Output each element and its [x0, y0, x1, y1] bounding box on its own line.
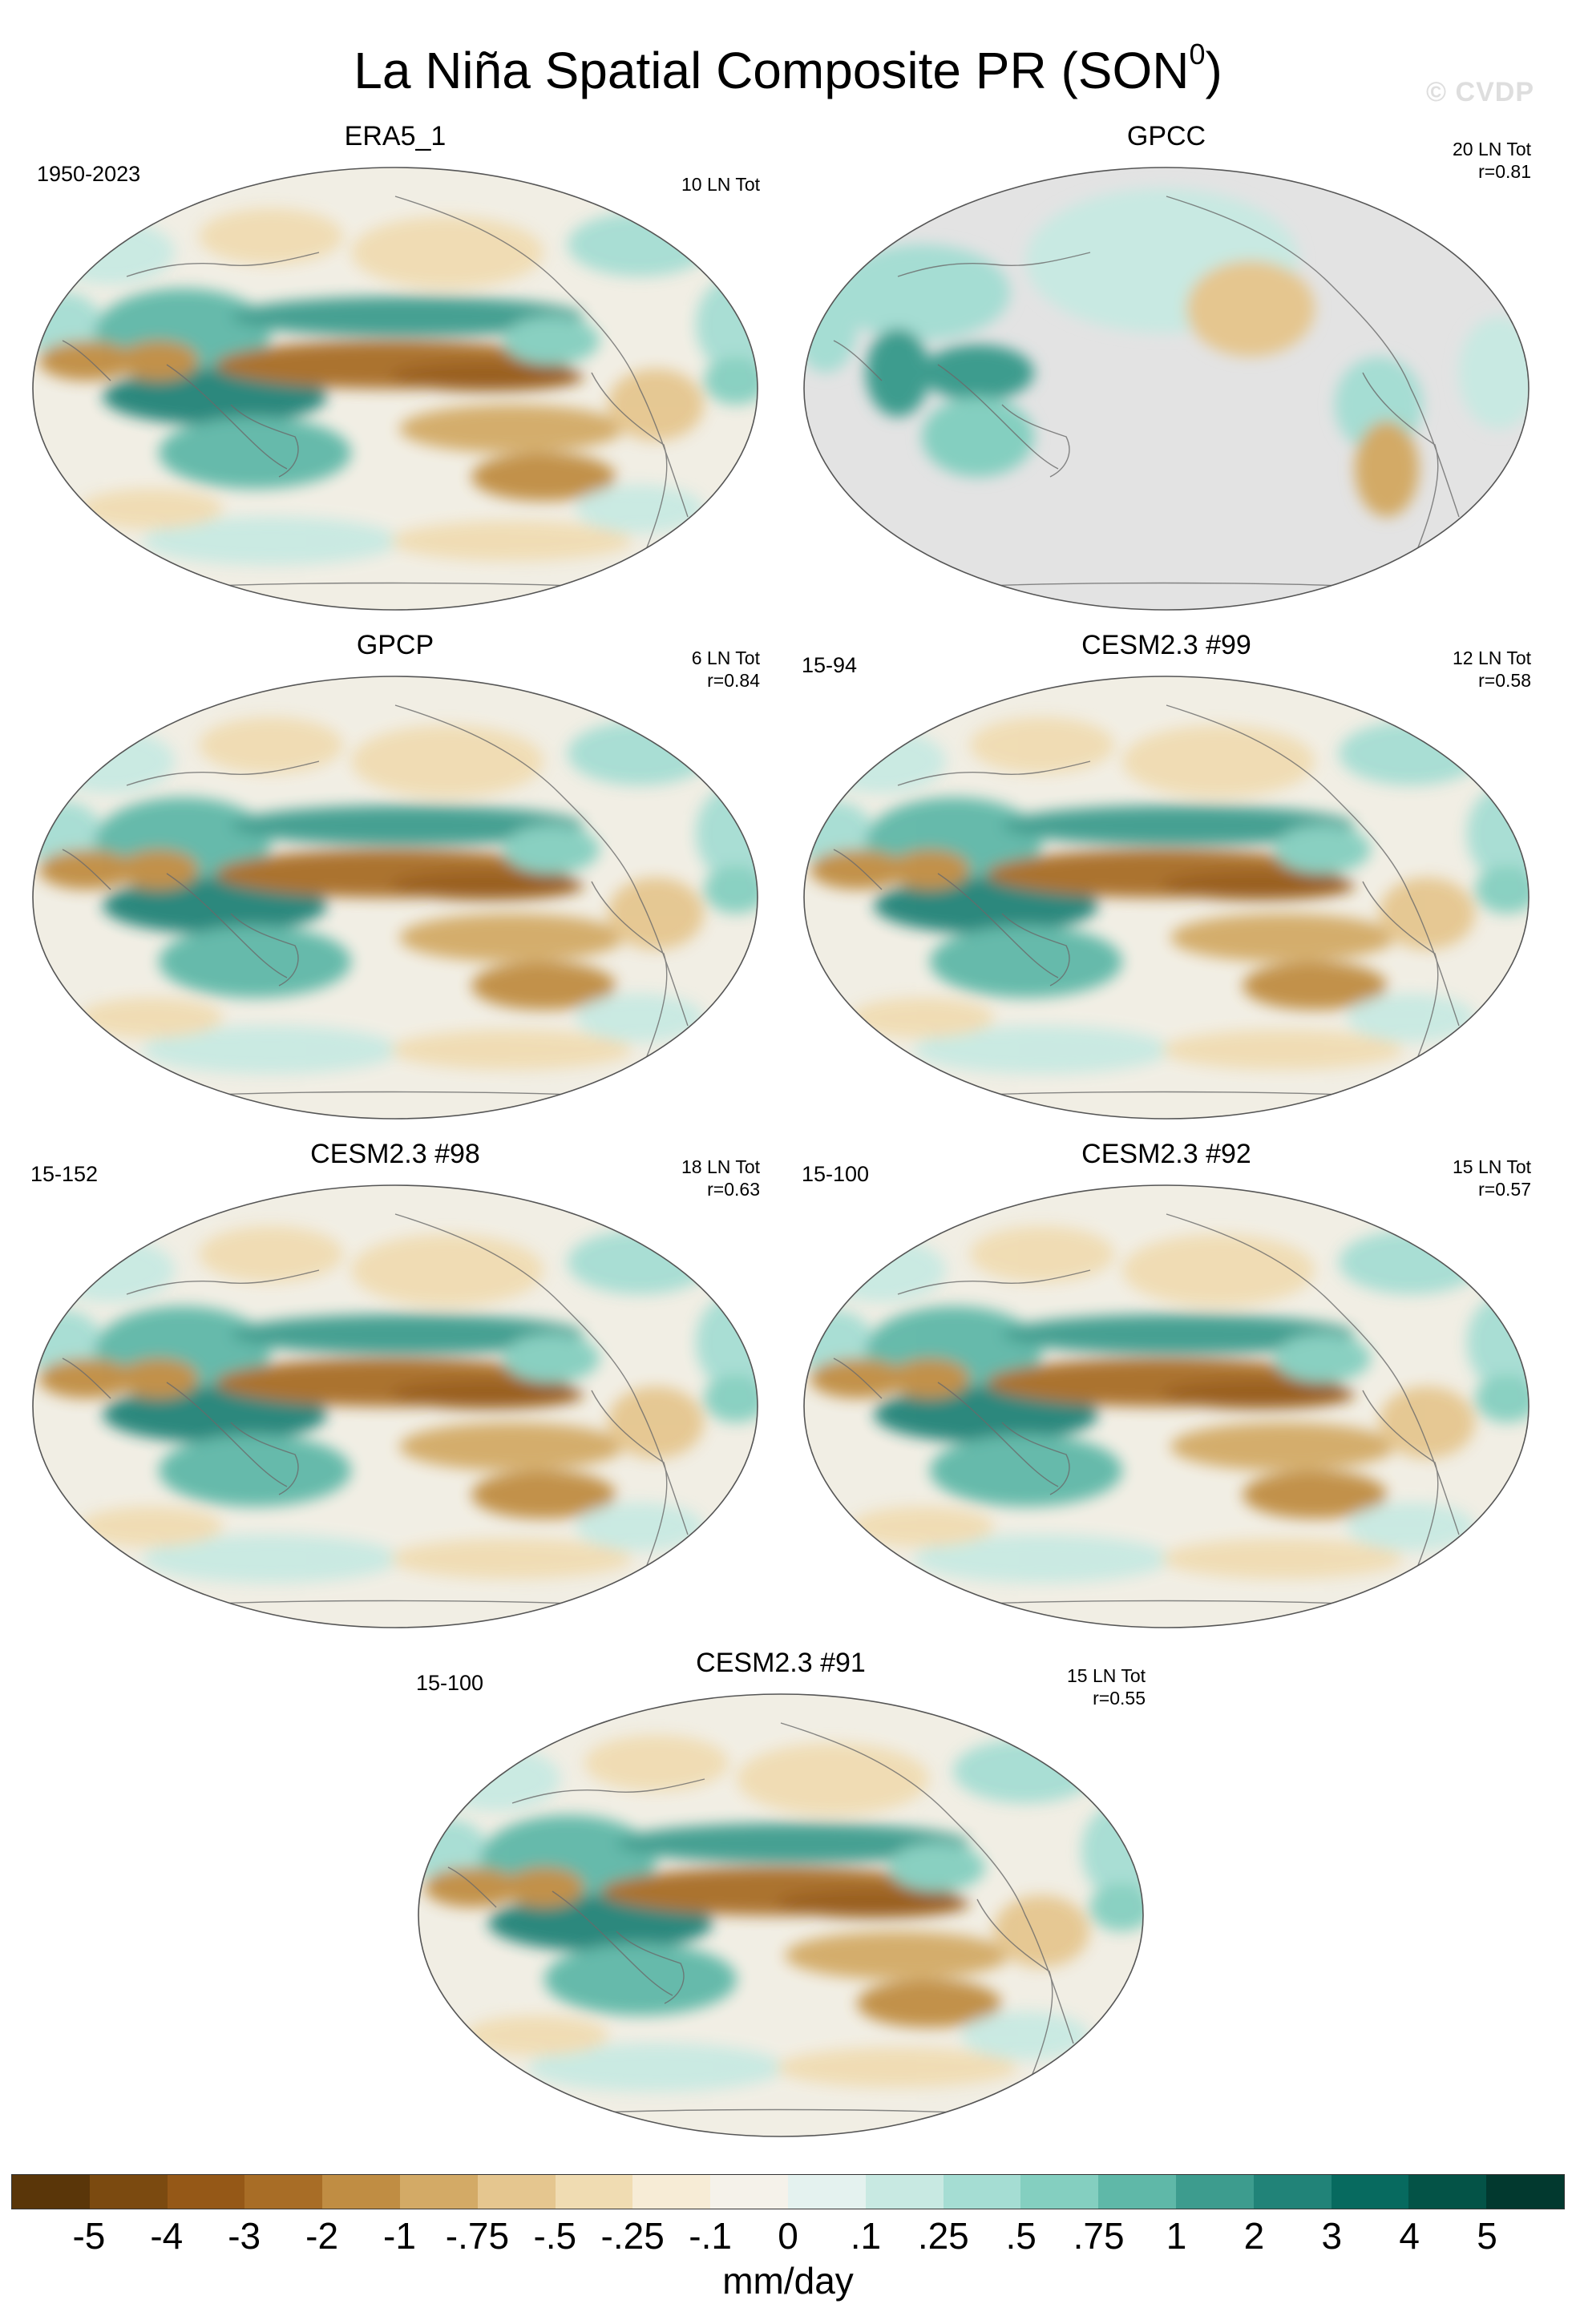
panel-stats: 15 LN Tot r=0.55	[1025, 1664, 1146, 1709]
event-count: 6 LN Tot	[691, 648, 760, 668]
event-count: 20 LN Tot	[1452, 139, 1531, 159]
panel-period: 15-152	[30, 1162, 99, 1186]
colorbar-swatch	[1175, 2175, 1254, 2209]
colorbar-swatch	[555, 2175, 633, 2209]
colorbar-swatch	[1408, 2175, 1487, 2209]
event-count: 10 LN Tot	[681, 174, 760, 195]
colorbar-tick-label: 4	[1399, 2215, 1420, 2257]
figure-title: La Niña Spatial Composite PR (SON0)	[354, 38, 1222, 99]
panel-title: GPCP	[356, 630, 434, 660]
precip-anomaly-map	[32, 1184, 758, 1628]
pattern-correlation: r=0.81	[1478, 161, 1531, 182]
colorbar-units: mm/day	[722, 2260, 854, 2302]
colorbar-tick-label: -.5	[533, 2215, 577, 2257]
precip-anomaly-map	[803, 676, 1530, 1120]
colorbar-swatch	[1253, 2175, 1332, 2209]
colorbar-swatch	[1486, 2175, 1564, 2209]
colorbar-swatch	[1020, 2175, 1099, 2209]
map-panel: CESM2.3 #99 15-94 12 LN Tot r=0.58	[802, 629, 1531, 1126]
precip-anomaly-map	[418, 1693, 1144, 2137]
panel-period: 15-94	[802, 653, 858, 677]
colorbar-swatch	[1098, 2175, 1176, 2209]
colorbar-swatch	[167, 2175, 245, 2209]
panel-title: GPCC	[1126, 121, 1206, 151]
colorbar-swatch	[865, 2175, 944, 2209]
colorbar-swatch	[244, 2175, 323, 2209]
colorbar-tick-label: -.25	[600, 2215, 665, 2257]
map-panel: ERA5_1 1950-2023 10 LN Tot	[30, 120, 760, 617]
colorbar-tick-label: 2	[1243, 2215, 1265, 2257]
panel-title: CESM2.3 #99	[1081, 630, 1251, 660]
panel-stats: 12 LN Tot r=0.58	[1411, 647, 1531, 692]
colorbar-swatch	[710, 2175, 788, 2209]
colorbar-tick-label: -4	[150, 2215, 184, 2257]
colorbar-tick-label: .75	[1073, 2215, 1125, 2257]
colorbar-tick-label: .25	[917, 2215, 969, 2257]
colorbar-swatch	[943, 2175, 1021, 2209]
panel-title: CESM2.3 #98	[310, 1139, 480, 1169]
colorbar-tick-label: .5	[1005, 2215, 1037, 2257]
precip-anomaly-map	[32, 167, 758, 611]
panel-period: 15-100	[802, 1162, 870, 1186]
colorbar-tick-label: 3	[1321, 2215, 1343, 2257]
panel-title: ERA5_1	[344, 121, 447, 151]
colorbar-swatch	[1331, 2175, 1409, 2209]
panel-period: 1950-2023	[37, 162, 141, 186]
colorbar-ticks: -5 -4 -3 -2 -1 -.75 -.5 -.25 -.1 0 .1 .25 .5 .75 1 2 3 4 5	[11, 2212, 1565, 2260]
panel-stats: 6 LN Tot r=0.84	[640, 647, 760, 692]
colorbar-tick-label: -.1	[689, 2215, 732, 2257]
watermark: © CVDP	[1426, 77, 1534, 107]
pattern-correlation: r=0.57	[1478, 1179, 1531, 1200]
pattern-correlation: r=0.84	[707, 670, 760, 691]
pattern-correlation: r=0.63	[707, 1179, 760, 1200]
colorbar	[11, 2174, 1565, 2209]
panel-stats: 10 LN Tot	[640, 173, 760, 196]
panel-stats: 18 LN Tot r=0.63	[640, 1156, 760, 1200]
panel-title: CESM2.3 #92	[1081, 1139, 1251, 1169]
colorbar-tick-label: -2	[305, 2215, 339, 2257]
colorbar-tick-label: 1	[1166, 2215, 1187, 2257]
colorbar-tick-label: 5	[1477, 2215, 1497, 2257]
precip-anomaly-map	[32, 676, 758, 1120]
map-panel: CESM2.3 #98 15-152 18 LN Tot r=0.63	[30, 1138, 760, 1635]
colorbar-swatch	[89, 2175, 168, 2209]
map-panel: CESM2.3 #92 15-100 15 LN Tot r=0.57	[802, 1138, 1531, 1635]
map-panel: CESM2.3 #91 15-100 15 LN Tot r=0.55	[416, 1647, 1146, 2144]
colorbar-swatch	[399, 2175, 478, 2209]
panel-stats: 15 LN Tot r=0.57	[1411, 1156, 1531, 1200]
colorbar-tick-label: 0	[778, 2215, 798, 2257]
panel-title: CESM2.3 #91	[696, 1648, 866, 1678]
colorbar-tick-label: -3	[228, 2215, 261, 2257]
event-count: 15 LN Tot	[1066, 1665, 1146, 1686]
panel-stats: 20 LN Tot r=0.81	[1411, 138, 1531, 183]
panel-period: 15-100	[416, 1671, 484, 1695]
colorbar-swatch	[12, 2175, 90, 2209]
precip-anomaly-map	[803, 1184, 1530, 1628]
colorbar-tick-label: -.75	[445, 2215, 510, 2257]
event-count: 12 LN Tot	[1452, 648, 1531, 668]
colorbar-swatch	[322, 2175, 400, 2209]
pattern-correlation: r=0.55	[1093, 1688, 1146, 1709]
colorbar-swatch	[787, 2175, 866, 2209]
event-count: 18 LN Tot	[681, 1156, 760, 1177]
colorbar-tick-label: .1	[850, 2215, 882, 2257]
map-panel: GPCC 20 LN Tot r=0.81	[802, 120, 1531, 617]
colorbar-swatch	[632, 2175, 711, 2209]
pattern-correlation: r=0.58	[1478, 670, 1531, 691]
event-count: 15 LN Tot	[1452, 1156, 1531, 1177]
colorbar-swatch	[477, 2175, 556, 2209]
map-panel: GPCP 6 LN Tot r=0.84	[30, 629, 760, 1126]
precip-anomaly-map	[803, 167, 1530, 611]
colorbar-tick-label: -1	[383, 2215, 416, 2257]
colorbar-tick-label: -5	[72, 2215, 106, 2257]
